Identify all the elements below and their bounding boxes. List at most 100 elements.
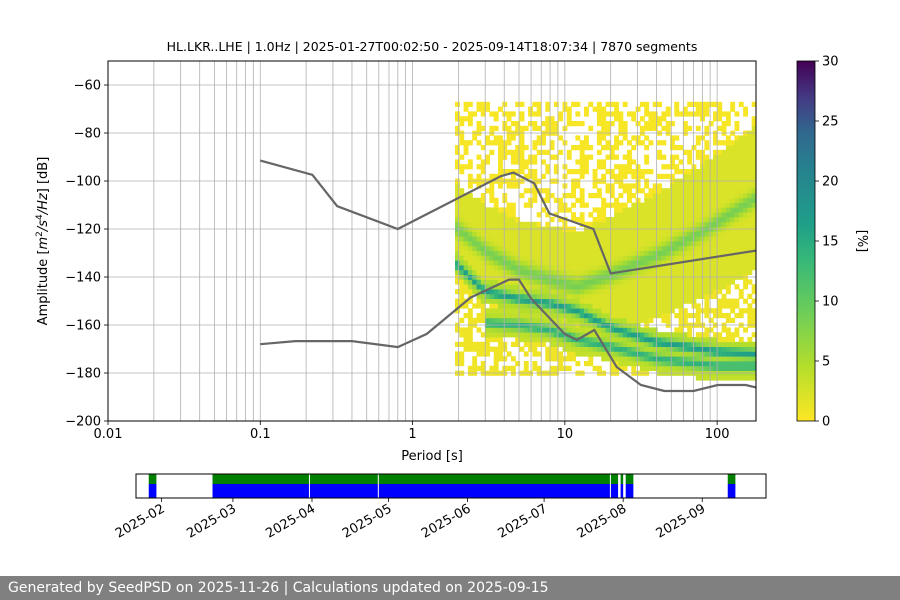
density-cell <box>618 125 624 131</box>
density-cell <box>455 116 460 122</box>
density-cell <box>528 121 534 127</box>
density-cell <box>734 121 740 127</box>
density-cell <box>687 255 693 261</box>
density-cell <box>704 111 710 117</box>
density-cell <box>743 217 749 223</box>
density-cell <box>657 365 663 371</box>
data-availability-timeline: 2025-02 2025-03 2025-04 2025-05 2025-06 2025-… <box>113 473 767 542</box>
density-cell <box>665 313 671 319</box>
density-cell <box>502 341 508 347</box>
density-cell <box>652 341 658 347</box>
density-cell <box>639 207 645 213</box>
density-cell <box>682 308 688 314</box>
density-cell <box>579 279 585 285</box>
density-cell <box>536 140 542 146</box>
density-cell <box>687 241 693 247</box>
density-cell <box>553 169 559 175</box>
density-cell <box>553 346 559 352</box>
density-cell <box>502 125 508 131</box>
density-cell <box>721 217 727 223</box>
density-cell <box>622 236 628 242</box>
density-cell <box>657 231 663 237</box>
density-cell <box>695 173 701 179</box>
density-cell <box>459 140 465 146</box>
density-cell <box>713 169 718 175</box>
density-cell <box>687 332 693 338</box>
density-cell <box>528 236 534 242</box>
density-cell <box>536 125 542 131</box>
density-cell <box>738 341 744 347</box>
density-cell <box>682 202 688 208</box>
density-cell <box>493 207 499 213</box>
density-cell <box>506 308 512 314</box>
density-cell <box>476 245 482 251</box>
density-cell <box>657 241 663 247</box>
density-cell <box>455 260 460 266</box>
density-cell <box>674 207 680 213</box>
density-cell <box>691 279 697 285</box>
density-cell <box>627 269 632 275</box>
density-cell <box>523 260 529 266</box>
density-cell <box>678 250 684 256</box>
density-cell <box>734 313 740 319</box>
density-cell <box>579 154 585 160</box>
density-cell <box>459 361 465 367</box>
density-cell <box>584 159 589 165</box>
density-cell <box>519 337 525 343</box>
density-cell <box>601 125 607 131</box>
density-cell <box>743 265 749 271</box>
density-cell <box>571 250 577 256</box>
density-cell <box>476 241 482 247</box>
density-cell <box>502 308 508 314</box>
density-cell <box>747 183 753 189</box>
density-cell <box>502 365 508 371</box>
density-cell <box>459 332 465 338</box>
density-cell <box>459 221 465 227</box>
density-cell <box>738 245 744 251</box>
density-cell <box>751 250 756 256</box>
density-cell <box>528 346 534 352</box>
density-cell <box>523 365 529 371</box>
density-cell <box>751 265 756 271</box>
density-cell <box>678 183 684 189</box>
density-cell <box>751 121 756 127</box>
density-cell <box>674 197 680 203</box>
density-cell <box>549 341 555 347</box>
density-cell <box>480 111 486 117</box>
density-cell <box>665 337 671 343</box>
density-cell <box>661 269 667 275</box>
density-cell <box>579 217 585 223</box>
density-cell <box>498 255 503 261</box>
density-cell <box>571 183 577 189</box>
density-cell <box>665 303 671 309</box>
density-cell <box>609 217 615 223</box>
density-cell <box>738 236 744 242</box>
density-cell <box>614 265 620 271</box>
density-cell <box>743 245 749 251</box>
density-cell <box>661 245 667 251</box>
density-cell <box>489 289 495 295</box>
density-cell <box>648 125 654 131</box>
density-cell <box>571 231 577 237</box>
density-cell <box>455 255 460 261</box>
density-cell <box>661 260 667 266</box>
density-cell <box>622 164 628 170</box>
density-cell <box>493 231 499 237</box>
density-cell <box>713 101 718 107</box>
density-cell <box>455 289 460 295</box>
density-cell <box>691 293 697 299</box>
density-cell <box>648 231 654 237</box>
density-cell <box>528 337 534 343</box>
density-cell <box>717 231 723 237</box>
density-cell <box>592 346 598 352</box>
density-cell <box>601 332 607 338</box>
density-cell <box>536 351 542 357</box>
density-cell <box>747 279 753 285</box>
density-cell <box>713 337 718 343</box>
density-cell <box>670 145 675 151</box>
density-cell <box>704 159 710 165</box>
density-cell <box>730 365 736 371</box>
density-cell <box>519 154 525 160</box>
density-cell <box>652 346 658 352</box>
density-cell <box>713 308 718 314</box>
